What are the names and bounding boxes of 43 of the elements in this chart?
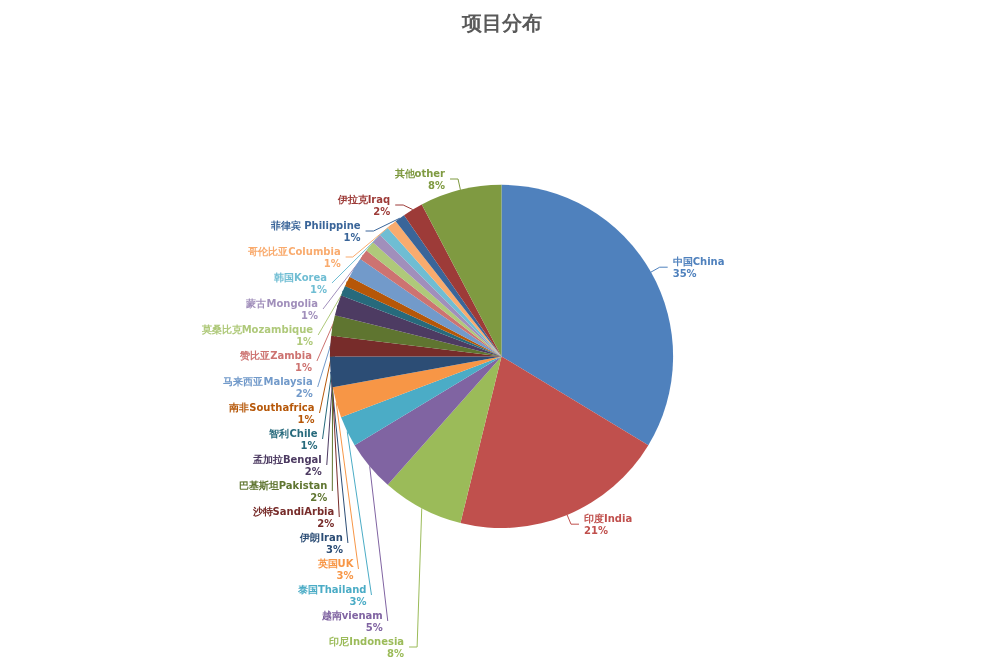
slice-label: 印尼Indonesia — [329, 635, 405, 647]
data-label: 8% — [387, 647, 405, 659]
slice-label: 印度India — [584, 512, 633, 524]
data-label: 1% — [297, 413, 315, 425]
slice-label: 伊拉克Iraq — [336, 193, 391, 205]
data-label: 2% — [317, 517, 335, 529]
slice-label: 越南vienam — [320, 609, 383, 621]
slice-label: 孟加拉Bengal — [251, 453, 322, 465]
slice-label: 马来西亚Malaysia — [223, 375, 313, 387]
slice-label: 韩国Korea — [273, 271, 327, 283]
data-label: 3% — [336, 569, 354, 581]
data-label: 2% — [295, 387, 313, 399]
data-label: 1% — [300, 439, 318, 451]
data-label: 8% — [428, 179, 446, 191]
data-label: 2% — [304, 465, 322, 477]
data-label: 2% — [310, 491, 328, 503]
data-label: 2% — [373, 205, 391, 217]
data-label: 1% — [323, 257, 341, 269]
slice-label: 莫桑比克Mozambique — [200, 323, 314, 335]
data-label: 1% — [309, 283, 327, 295]
slice-label: 哥伦比亚Columbia — [247, 245, 341, 257]
slice-label: 中国China — [672, 255, 725, 267]
slice-label: 南非Southafrica — [228, 401, 315, 413]
data-label: 3% — [325, 543, 343, 555]
data-label: 1% — [301, 309, 319, 321]
slice-label: 蒙古Mongolia — [245, 297, 319, 309]
slice-label: 沙特SandiArbia — [251, 505, 335, 517]
slice-label: 赞比亚Zambia — [239, 349, 312, 361]
slice-label: 巴基斯坦Pakistan — [238, 479, 328, 491]
slice-label: 其他other — [393, 167, 446, 179]
slice-label: 菲律宾 Philippine — [269, 219, 361, 231]
slice-label: 英国UK — [316, 557, 355, 569]
slice-label: 泰国Thailand — [296, 583, 367, 595]
data-label: 21% — [584, 524, 608, 536]
data-label: 1% — [294, 361, 312, 373]
data-label: 1% — [343, 231, 361, 243]
slice-label: 伊朗Iran — [299, 531, 343, 543]
data-label: 1% — [296, 335, 314, 347]
data-label: 5% — [365, 621, 383, 633]
chart-title: 项目分布 — [460, 11, 542, 35]
data-label: 35% — [672, 267, 697, 279]
data-label: 3% — [349, 595, 367, 607]
slice-label: 智利Chile — [268, 427, 318, 439]
